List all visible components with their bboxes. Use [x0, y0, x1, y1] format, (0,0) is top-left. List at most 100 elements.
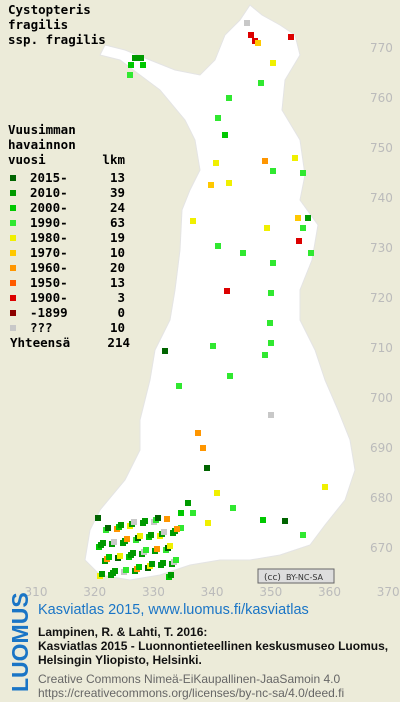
observation-square — [178, 525, 184, 531]
observation-square — [305, 215, 311, 221]
observation-square — [270, 260, 276, 266]
observation-square — [143, 547, 149, 553]
observation-square — [136, 564, 142, 570]
y-coordinate-label: 730 — [370, 241, 393, 255]
y-coordinate-label: 670 — [370, 541, 393, 555]
observation-square — [292, 155, 298, 161]
legend-heading: Vuusimman — [8, 122, 76, 137]
observation-square — [322, 484, 328, 490]
y-coordinate-label: 690 — [370, 441, 393, 455]
observation-square — [227, 373, 233, 379]
observation-squares — [95, 20, 328, 580]
observation-square — [240, 250, 246, 256]
finland-map — [84, 4, 356, 581]
legend-swatch — [10, 325, 16, 331]
citation: Helsingin Yliopisto, Helsinki. — [38, 653, 202, 667]
legend-count: 10 — [110, 320, 125, 335]
legend-swatch — [10, 280, 16, 286]
observation-square — [215, 243, 221, 249]
observation-square — [214, 490, 220, 496]
observation-square — [117, 553, 123, 559]
observation-square — [178, 510, 184, 516]
legend-label: 1950- — [30, 275, 68, 290]
legend-label: 1970- — [30, 245, 68, 260]
observation-square — [296, 238, 302, 244]
observation-square — [112, 568, 118, 574]
legend-label: ??? — [30, 320, 53, 335]
y-coordinate-label: 750 — [370, 141, 393, 155]
legend-count: 13 — [110, 275, 125, 290]
observation-square — [270, 168, 276, 174]
observation-square — [106, 554, 112, 560]
legend-swatch — [10, 250, 16, 256]
total-count: 214 — [107, 335, 130, 350]
legend-count: 63 — [110, 215, 125, 230]
legend-swatch — [10, 220, 16, 226]
legend-count: 3 — [117, 290, 125, 305]
observation-square — [168, 572, 174, 578]
license-url[interactable]: https://creativecommons.org/licenses/by-… — [38, 686, 344, 700]
atlas-link[interactable]: Kasviatlas 2015, www.luomus.fi/kasviatla… — [38, 602, 309, 618]
observation-square — [185, 500, 191, 506]
legend-swatch — [10, 175, 16, 181]
citation: Lampinen, R. & Lahti, T. 2016: — [38, 625, 207, 639]
legend-label: 2015- — [30, 170, 68, 185]
legend-swatch — [10, 265, 16, 271]
legend-label: 1990- — [30, 215, 68, 230]
y-coordinate-label: 680 — [370, 491, 393, 505]
species-name: Cystopteris — [8, 2, 91, 17]
observation-square — [154, 546, 160, 552]
observation-square — [167, 543, 173, 549]
observation-square — [190, 510, 196, 516]
axes: 310 320 330 340 350 360 3706706806907007107207… — [25, 41, 400, 599]
legend-swatch — [10, 295, 16, 301]
observation-square — [174, 526, 180, 532]
legend-count: 10 — [110, 245, 125, 260]
observation-square — [260, 517, 266, 523]
legend-count: 0 — [117, 305, 125, 320]
license-badge-text: BY-NC-SA — [286, 573, 324, 582]
license-text: Creative Commons Nimeä-EiKaupallinen-Jaa… — [38, 672, 340, 686]
observation-square — [308, 250, 314, 256]
y-coordinate-label: 710 — [370, 341, 393, 355]
observation-square — [258, 80, 264, 86]
observation-square — [190, 218, 196, 224]
observation-square — [95, 515, 101, 521]
observation-square — [142, 518, 148, 524]
observation-square — [176, 383, 182, 389]
observation-square — [118, 522, 124, 528]
observation-square — [138, 55, 144, 61]
cc-icon: (cc) — [264, 573, 281, 583]
observation-square — [224, 288, 230, 294]
x-coordinate-label: 360 — [318, 585, 341, 599]
y-coordinate-label: 720 — [370, 291, 393, 305]
observation-square — [155, 515, 161, 521]
observation-square — [230, 505, 236, 511]
legend-heading: vuosi — [8, 152, 46, 167]
legend-label: -1899 — [30, 305, 68, 320]
legend-label: 2010- — [30, 185, 68, 200]
y-coordinate-label: 770 — [370, 41, 393, 55]
observation-square — [213, 160, 219, 166]
observation-square — [128, 62, 134, 68]
legend-swatch — [10, 310, 16, 316]
observation-square — [124, 536, 130, 542]
license-badge — [257, 568, 335, 584]
observation-square — [267, 320, 273, 326]
legend-count-heading: lkm — [102, 152, 125, 167]
legend-label: 1900- — [30, 290, 68, 305]
legend-label: 1980- — [30, 230, 68, 245]
legend-label: 1960- — [30, 260, 68, 275]
observation-square — [210, 343, 216, 349]
observation-square — [164, 516, 170, 522]
legend-heading: havainnon — [8, 137, 76, 152]
observation-square — [137, 533, 143, 539]
observation-square — [300, 225, 306, 231]
legend-count: 39 — [110, 185, 125, 200]
observation-square — [99, 571, 105, 577]
observation-square — [162, 348, 168, 354]
total-label: Yhteensä — [10, 335, 70, 350]
species-name: fragilis — [8, 17, 68, 32]
observation-square — [148, 532, 154, 538]
